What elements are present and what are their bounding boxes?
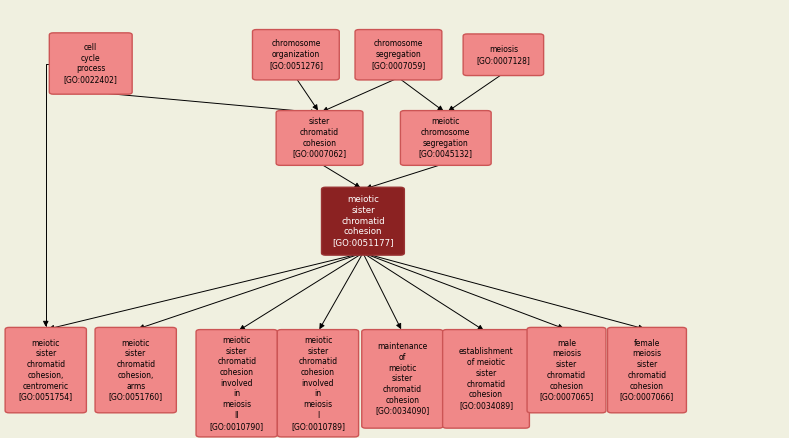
FancyBboxPatch shape [252,30,339,80]
FancyBboxPatch shape [95,328,176,413]
Text: cell
cycle
process
[GO:0022402]: cell cycle process [GO:0022402] [64,43,118,84]
FancyBboxPatch shape [400,110,491,165]
Text: meiotic
sister
chromatid
cohesion
involved
in
meiosis
II
[GO:0010790]: meiotic sister chromatid cohesion involv… [210,336,264,431]
FancyBboxPatch shape [608,328,686,413]
FancyBboxPatch shape [49,33,132,94]
Text: female
meiosis
sister
chromatid
cohesion
[GO:0007066]: female meiosis sister chromatid cohesion… [620,339,674,402]
Text: meiotic
sister
chromatid
cohesion,
centromeric
[GO:0051754]: meiotic sister chromatid cohesion, centr… [19,339,73,402]
Text: chromosome
segregation
[GO:0007059]: chromosome segregation [GO:0007059] [372,39,425,70]
FancyBboxPatch shape [443,329,529,428]
FancyBboxPatch shape [527,328,606,413]
Text: meiotic
chromosome
segregation
[GO:0045132]: meiotic chromosome segregation [GO:00451… [419,117,473,159]
FancyBboxPatch shape [361,329,443,428]
FancyBboxPatch shape [463,34,544,76]
FancyBboxPatch shape [278,329,358,437]
FancyBboxPatch shape [196,329,277,437]
Text: meiotic
sister
chromatid
cohesion,
arms
[GO:0051760]: meiotic sister chromatid cohesion, arms … [109,339,163,402]
FancyBboxPatch shape [355,30,442,80]
Text: meiotic
sister
chromatid
cohesion
involved
in
meiosis
I
[GO:0010789]: meiotic sister chromatid cohesion involv… [291,336,345,431]
Text: establishment
of meiotic
sister
chromatid
cohesion
[GO:0034089]: establishment of meiotic sister chromati… [458,347,514,410]
Text: maintenance
of
meiotic
sister
chromatid
cohesion
[GO:0034090]: maintenance of meiotic sister chromatid … [376,342,429,416]
FancyBboxPatch shape [322,187,405,255]
FancyBboxPatch shape [6,328,86,413]
FancyBboxPatch shape [276,110,363,165]
Text: male
meiosis
sister
chromatid
cohesion
[GO:0007065]: male meiosis sister chromatid cohesion [… [540,339,593,402]
Text: chromosome
organization
[GO:0051276]: chromosome organization [GO:0051276] [269,39,323,70]
Text: sister
chromatid
cohesion
[GO:0007062]: sister chromatid cohesion [GO:0007062] [293,117,346,159]
Text: meiotic
sister
chromatid
cohesion
[GO:0051177]: meiotic sister chromatid cohesion [GO:00… [332,195,394,247]
Text: meiosis
[GO:0007128]: meiosis [GO:0007128] [477,45,530,65]
